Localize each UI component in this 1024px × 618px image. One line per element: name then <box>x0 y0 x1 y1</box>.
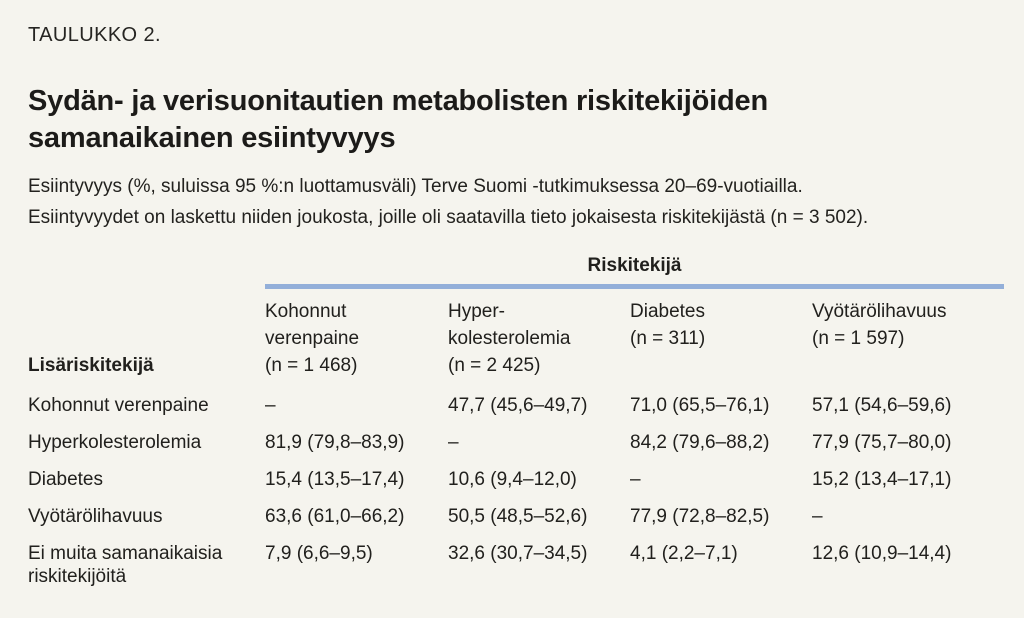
column-header-line: Hyper- <box>448 301 506 322</box>
data-cell: 84,2 (79,6–88,2) <box>630 432 770 453</box>
column-header-kohonnut-verenpaine: Kohonnut verenpaine (n = 1 468) <box>265 289 448 387</box>
table-label: TAULUKKO 2. <box>28 24 161 46</box>
data-cell: 50,5 (48,5–52,6) <box>448 506 588 527</box>
column-header-line: verenpaine <box>265 328 360 349</box>
risk-factor-table: Riskitekijä Lisäriskitekijä Kohonnut ver… <box>28 255 1004 595</box>
column-header-vyotarolihavuus: Vyötärölihavuus (n = 1 597) <box>812 289 1004 387</box>
data-cell: – <box>448 432 459 453</box>
data-cell: 4,1 (2,2–7,1) <box>630 543 738 564</box>
row-axis-header-lisariskitekija: Lisäriskitekijä <box>28 355 154 376</box>
empty-corner-cell <box>28 255 265 289</box>
data-cell: 63,6 (61,0–66,2) <box>265 506 405 527</box>
data-cell: – <box>265 395 276 416</box>
column-header-hyperkolesterolemia: Hyper- kolesterolemia (n = 2 425) <box>448 289 630 387</box>
column-header-n: (n = 1 468) <box>265 355 358 376</box>
data-cell: 7,9 (6,6–9,5) <box>265 543 373 564</box>
data-cell: 47,7 (45,6–49,7) <box>448 395 588 416</box>
table-description: Esiintyvyys (%, suluissa 95 %:n luottamu… <box>28 171 1004 233</box>
data-cell: 15,2 (13,4–17,1) <box>812 469 952 490</box>
data-cell: 10,6 (9,4–12,0) <box>448 469 577 490</box>
data-cell: 81,9 (79,8–83,9) <box>265 432 405 453</box>
data-cell: 71,0 (65,5–76,1) <box>630 395 770 416</box>
row-label-kohonnut-verenpaine: Kohonnut verenpaine <box>28 395 209 416</box>
column-header-n: (n = 1 597) <box>812 328 905 349</box>
row-label-vyotarolihavuus: Vyötärölihavuus <box>28 506 163 527</box>
column-header-line: Diabetes <box>630 301 705 322</box>
column-header-diabetes: Diabetes (n = 311) <box>630 289 812 387</box>
data-cell: 32,6 (30,7–34,5) <box>448 543 588 564</box>
column-header-line: kolesterolemia <box>448 328 571 349</box>
group-header-riskitekija: Riskitekijä <box>265 255 1004 289</box>
data-cell: 12,6 (10,9–14,4) <box>812 543 952 564</box>
column-header-n: (n = 2 425) <box>448 355 541 376</box>
data-cell: 77,9 (72,8–82,5) <box>630 506 770 527</box>
data-cell: 15,4 (13,5–17,4) <box>265 469 405 490</box>
row-label-ei-muita-samanaikaisia: Ei muita samanaikaisia riskitekijöitä <box>28 543 223 587</box>
title-line-1: Sydän- ja verisuonitautien metabolisten … <box>28 85 768 117</box>
row-label-diabetes: Diabetes <box>28 469 103 490</box>
data-cell: 57,1 (54,6–59,6) <box>812 395 952 416</box>
row-label-hyperkolesterolemia: Hyperkolesterolemia <box>28 432 202 453</box>
data-cell: – <box>630 469 641 490</box>
page-title: Sydän- ja verisuonitautien metabolisten … <box>28 83 1004 157</box>
data-cell: 77,9 (75,7–80,0) <box>812 432 952 453</box>
data-cell: – <box>812 506 823 527</box>
column-header-n: (n = 311) <box>630 328 706 349</box>
column-header-line: Kohonnut <box>265 301 347 322</box>
title-line-2: samanaikainen esiintyvyys <box>28 122 396 154</box>
description-line-1: Esiintyvyys (%, suluissa 95 %:n luottamu… <box>28 176 803 197</box>
description-line-2: Esiintyvyydet on laskettu niiden joukost… <box>28 207 869 228</box>
column-header-line: Vyötärölihavuus <box>812 301 947 322</box>
